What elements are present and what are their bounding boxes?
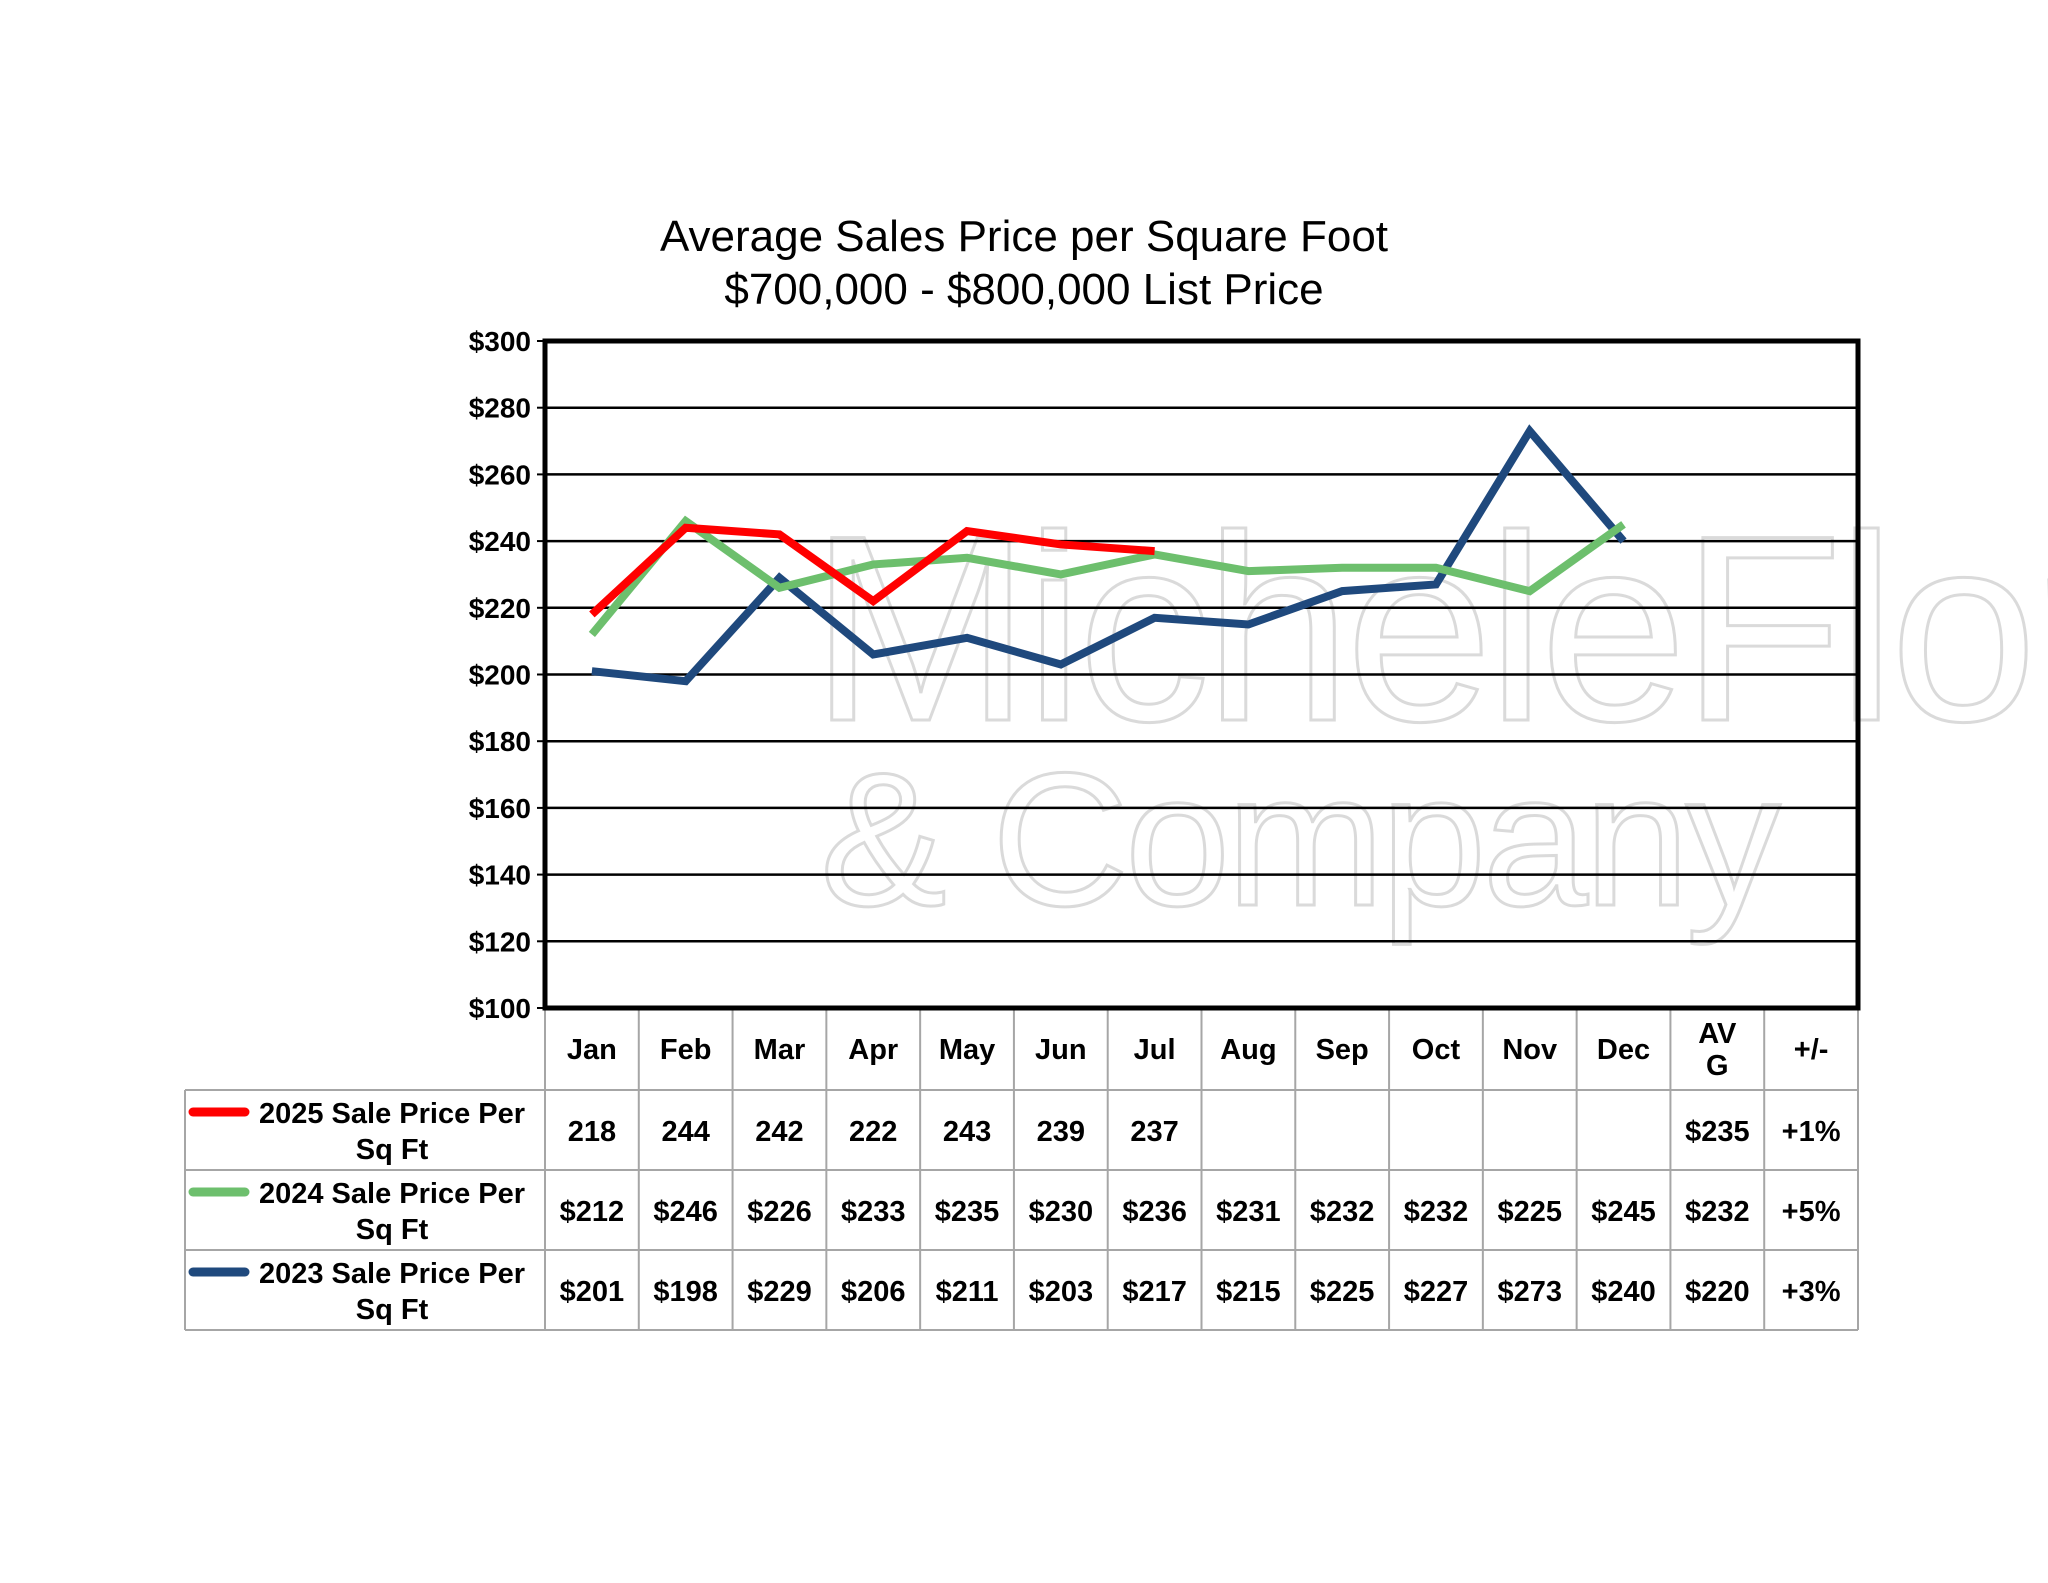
y-axis: $100 $120 $140 $160 $180 $200 $220 $240 $260 $280…	[469, 326, 545, 1024]
table-cell-value: 243	[943, 1116, 991, 1148]
x-category-label: Dec	[1597, 1034, 1650, 1066]
table-cell-value: 244	[661, 1116, 709, 1148]
chart-title-line1: Average Sales Price per Square Foot	[659, 212, 1389, 261]
y-tick-label: $120	[469, 926, 531, 957]
legend-label: 2025 Sale Price Per Sq Ft	[259, 1098, 525, 1166]
table-cell-value: $229	[747, 1276, 812, 1308]
table-cell-value: $225	[1310, 1276, 1375, 1308]
table-cell-value: $232	[1404, 1196, 1469, 1228]
y-tick-label: $100	[469, 993, 531, 1024]
watermark: MicheleFlory & Company	[809, 480, 2048, 948]
table-cell-avg: $235	[1685, 1116, 1750, 1148]
table-cell-value: 242	[755, 1116, 803, 1148]
chart-title: Average Sales Price per Square Foot $700…	[0, 210, 2048, 316]
grid-layer	[545, 406, 1858, 943]
avg-header-label: AV G	[1698, 1018, 1737, 1082]
y-tick-label: $160	[469, 793, 531, 824]
y-tick-label: $300	[469, 326, 531, 357]
table-cell-value: $201	[560, 1276, 625, 1308]
plot-frame	[542, 338, 1861, 1011]
table-cell-change: +5%	[1782, 1196, 1841, 1228]
table-cell-value: 218	[568, 1116, 616, 1148]
y-tick-label: $180	[469, 726, 531, 757]
x-category-label: Jun	[1035, 1034, 1087, 1066]
change-header-label: +/-	[1794, 1034, 1829, 1066]
x-category-label: Nov	[1502, 1034, 1557, 1066]
series-line	[589, 523, 1155, 618]
table-cell-change: +1%	[1782, 1116, 1841, 1148]
table-cell-value: $206	[841, 1276, 906, 1308]
table-cell-value: $226	[747, 1196, 812, 1228]
table-cell-value: $245	[1591, 1196, 1656, 1228]
series-line	[591, 424, 1627, 686]
legend-label: 2024 Sale Price Per Sq Ft	[259, 1178, 525, 1246]
table-cell-value: $236	[1122, 1196, 1187, 1228]
y-tick-label: $200	[469, 660, 531, 691]
x-category-label: May	[939, 1034, 995, 1066]
table-cell-change: +3%	[1782, 1276, 1841, 1308]
x-category-label: Jan	[567, 1034, 617, 1066]
x-category-label: Mar	[754, 1034, 806, 1066]
table-cell-value: $232	[1310, 1196, 1375, 1228]
table-cell-value: $217	[1122, 1276, 1187, 1308]
y-tick-label: $280	[469, 393, 531, 424]
table-cell-value: $203	[1029, 1276, 1094, 1308]
y-tick-label: $220	[469, 593, 531, 624]
table-cell-value: $198	[653, 1276, 718, 1308]
table-cell-value: $235	[935, 1196, 1000, 1228]
table-cell-value: $212	[560, 1196, 625, 1228]
watermark-line1: MicheleFlory	[810, 481, 2048, 778]
table-cell-avg: $232	[1685, 1196, 1750, 1228]
x-category-label: Jul	[1134, 1034, 1176, 1066]
table-cell-value: $211	[936, 1276, 999, 1308]
table-cell-value: $227	[1404, 1276, 1469, 1308]
watermark-line2: & Company	[820, 734, 1781, 946]
x-category-label: Aug	[1220, 1034, 1276, 1066]
table-cell-value: $225	[1497, 1196, 1562, 1228]
series-lines	[588, 424, 1627, 686]
table-cell-value: 237	[1130, 1116, 1178, 1148]
x-category-label: Apr	[848, 1034, 898, 1066]
y-tick-label: $140	[469, 860, 531, 891]
x-category-label: Sep	[1316, 1034, 1369, 1066]
y-tick-label: $260	[469, 459, 531, 490]
table-cell-value: 222	[849, 1116, 897, 1148]
legend-label: 2023 Sale Price Per Sq Ft	[259, 1258, 525, 1326]
table-cell-value: $231	[1216, 1196, 1281, 1228]
data-table: Jan Feb Mar Apr May Jun Jul Aug Sep Oct Nov Dec AV G +…	[184, 1008, 1859, 1331]
table-cell-value: $273	[1497, 1276, 1562, 1308]
table-cell-avg: $220	[1685, 1276, 1750, 1308]
x-category-label: Oct	[1412, 1034, 1461, 1066]
series-line	[588, 515, 1626, 638]
y-tick-label: $240	[469, 526, 531, 557]
table-cell-value: $240	[1591, 1276, 1656, 1308]
table-cell-value: $246	[653, 1196, 718, 1228]
table-cell-value: $215	[1216, 1276, 1281, 1308]
chart-subtitle: $700,000 - $800,000 List Price	[724, 265, 1324, 314]
table-cell-value: 239	[1037, 1116, 1085, 1148]
x-category-label: Feb	[660, 1034, 712, 1066]
table-cell-value: $230	[1029, 1196, 1094, 1228]
table-cell-value: $233	[841, 1196, 906, 1228]
